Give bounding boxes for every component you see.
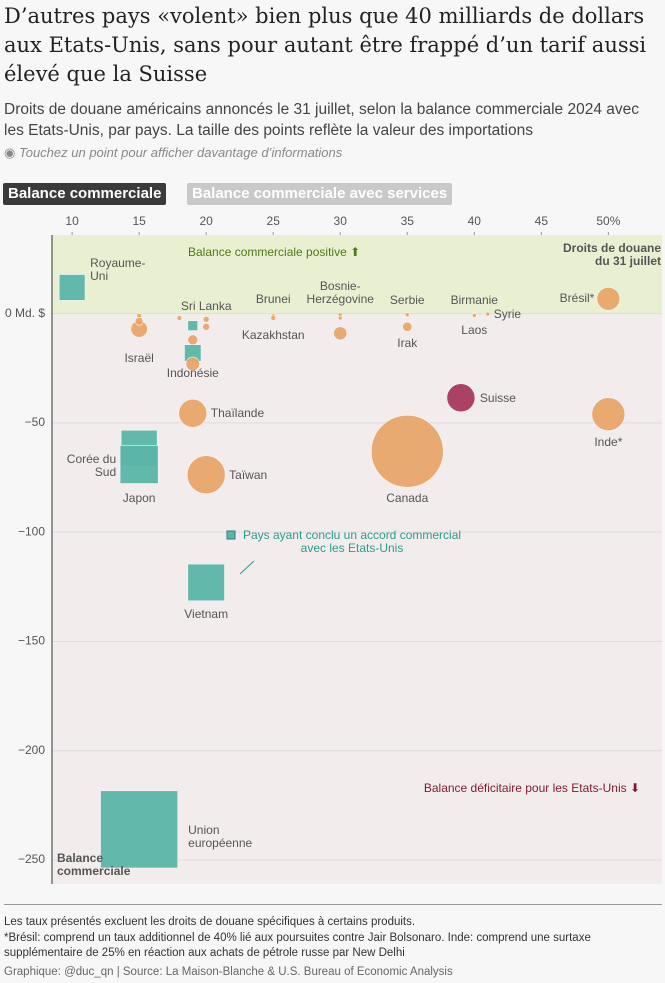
source: Source: La Maison-Blanche & U.S. Bureau …	[122, 966, 453, 978]
annotation: Balance commerciale positive ⬆	[188, 245, 361, 259]
x-tick-label: 25	[267, 214, 281, 228]
square-point[interactable]	[100, 790, 179, 869]
circle-point[interactable]	[337, 315, 343, 321]
y-axis-title: Balance commerciale	[57, 851, 131, 878]
y-tick-label: −150	[18, 634, 45, 648]
circle-point[interactable]	[371, 415, 444, 488]
positive-zone	[52, 235, 662, 314]
y-tick-label: −100	[18, 524, 45, 538]
toggle-button[interactable]: Balance commerciale avec services	[187, 183, 453, 205]
square-point[interactable]	[58, 274, 86, 301]
point-label: Syrie	[493, 306, 522, 321]
point-label: Laos	[461, 322, 488, 337]
point-label: Taïwan	[229, 468, 268, 483]
credits: Graphique: @duc_qn | Source: La Maison-B…	[4, 966, 453, 978]
point-label: Irak	[397, 336, 418, 351]
annotation-line	[239, 560, 255, 575]
point-label: Serbie	[389, 293, 425, 308]
legend-square	[226, 530, 236, 540]
x-tick-label: 40	[468, 214, 482, 228]
circle-point[interactable]	[591, 397, 626, 431]
point-label: Thaïlande	[210, 405, 265, 420]
point-label: Brunei	[255, 292, 291, 307]
circle-point[interactable]	[185, 356, 200, 372]
x-tick-label: 30	[334, 214, 348, 228]
circle-point[interactable]	[333, 326, 348, 341]
point-label: Israël	[124, 351, 154, 366]
hint: ◉ Touchez un point pour afficher davanta…	[4, 145, 343, 160]
point-label: Sri Lanka	[180, 298, 232, 313]
y-tick-label: 0 Md. $	[5, 306, 45, 320]
point-label: Suisse	[479, 391, 516, 406]
x-tick-label: 45	[535, 214, 549, 228]
circle-point[interactable]	[472, 313, 477, 318]
x-axis-title: Droits de douane du 31 juillet	[562, 241, 661, 268]
negative-zone	[52, 313, 662, 885]
circle-point[interactable]	[485, 311, 491, 317]
point-label: Brésil*	[559, 291, 595, 306]
point-label: Union européenne	[188, 823, 253, 851]
x-tick-label: 20	[199, 214, 213, 228]
y-tick-label: −50	[25, 415, 46, 429]
circle-point[interactable]	[402, 321, 413, 332]
y-tick-label: −250	[18, 852, 45, 866]
circle-point[interactable]	[270, 315, 277, 321]
point-label: Royaume- Uni	[90, 256, 146, 284]
x-tick-label: 10	[65, 214, 79, 228]
point-label: Corée du Sud	[66, 452, 117, 480]
circle-point[interactable]	[176, 315, 183, 321]
circle-point[interactable]	[186, 455, 226, 495]
toggle-button[interactable]: Balance commerciale	[3, 183, 167, 205]
y-tick-label: −200	[18, 743, 45, 757]
circle-point[interactable]	[134, 317, 144, 326]
point-label: Vietnam	[184, 606, 229, 621]
credit: Graphique: @duc_qn	[4, 966, 114, 978]
circle-point[interactable]	[187, 334, 199, 346]
x-tick-label: 15	[132, 214, 146, 228]
point-label: Canada	[386, 490, 429, 505]
circle-point[interactable]	[178, 398, 208, 428]
subtitle: Droits de douane américains annoncés le …	[4, 101, 640, 139]
square-point[interactable]	[119, 445, 159, 484]
square-point[interactable]	[187, 320, 199, 331]
hint-text: Touchez un point pour afficher davantage…	[18, 145, 343, 160]
point-label: Japon	[122, 490, 156, 505]
point-label: Bosnie- Herzégovine	[306, 278, 374, 306]
separator	[4, 904, 662, 905]
circle-point[interactable]	[202, 322, 211, 331]
point-label: Indonésie	[166, 365, 219, 380]
note: *Brésil: comprend un taux additionnel de…	[4, 932, 591, 959]
title: D’autres pays «volent» bien plus que 40 …	[4, 4, 647, 86]
circle-point[interactable]	[596, 287, 621, 311]
square-point[interactable]	[187, 563, 225, 602]
circle-point[interactable]	[404, 312, 410, 318]
x-tick-label: 50%	[596, 214, 620, 228]
circle-point[interactable]	[202, 315, 210, 323]
note: Les taux présentés excluent les droits d…	[4, 916, 416, 928]
annotation: Balance déficitaire pour les Etats-Unis …	[423, 781, 640, 795]
circle-point[interactable]	[446, 383, 476, 413]
point-label: Kazakhstan	[241, 327, 305, 342]
x-tick-label: 35	[401, 214, 415, 228]
point-label: Inde*	[594, 434, 623, 449]
annotation: Pays ayant conclu un accord commercial a…	[242, 528, 462, 555]
point-label: Birmanie	[450, 293, 498, 308]
